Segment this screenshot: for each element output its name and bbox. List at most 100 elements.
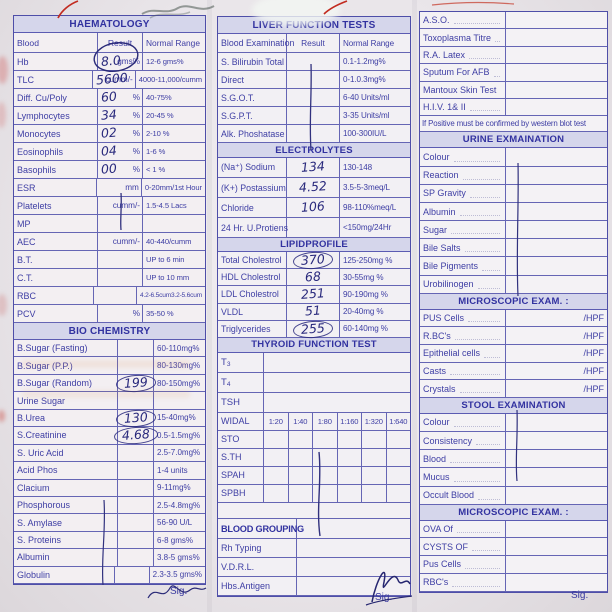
range-text: 30-55mg % bbox=[343, 272, 384, 282]
result-cell bbox=[289, 466, 313, 484]
column-header: Blood Examination bbox=[218, 34, 294, 52]
range-text-2: 3.2-5.6cum bbox=[171, 291, 202, 299]
normal-range-cell: 2.3-3.5 gms% bbox=[150, 567, 205, 583]
test-label: Albumin bbox=[14, 549, 118, 566]
test-label: Bile Pigments bbox=[420, 257, 506, 275]
test-label: Rh Typing bbox=[218, 539, 297, 558]
test-label: Total Cholestrol bbox=[218, 252, 287, 269]
result-cell bbox=[264, 448, 289, 466]
test-label: S.G.P.T. bbox=[218, 107, 287, 124]
result-cell: 370 bbox=[287, 250, 340, 270]
result-cell bbox=[118, 357, 154, 374]
unit-label: % bbox=[132, 111, 140, 120]
table-row: Albumin bbox=[420, 202, 607, 222]
result-cell bbox=[506, 276, 607, 293]
result-cell bbox=[313, 448, 338, 466]
result-cell bbox=[506, 203, 607, 220]
test-label: Casts bbox=[420, 362, 506, 380]
result-cell: 4.68 bbox=[113, 425, 158, 446]
test-label: S. Bilirubin Total bbox=[218, 53, 287, 70]
result-cell: 04 % bbox=[98, 141, 143, 160]
table-row: ESR mm 0-20mm/1st Hour bbox=[14, 179, 205, 197]
ink-smudge bbox=[0, 410, 5, 422]
table-row: S.TH bbox=[218, 448, 411, 467]
handwritten-value: 00 bbox=[100, 159, 118, 177]
test-label: Lymphocytes bbox=[14, 107, 98, 124]
normal-range-cell bbox=[143, 215, 205, 232]
normal-range-cell: 4.2-6.5cum 3.2-5.6cum bbox=[137, 287, 205, 304]
table-row: S.G.O.T. 6-40 Units/ml bbox=[218, 89, 410, 107]
table-row: Diff. Cu/Poly 60 % 40-75% bbox=[14, 88, 205, 107]
result-cell bbox=[387, 449, 411, 466]
table-row: Phosphorous 2.5-4.8mg% bbox=[14, 496, 205, 515]
normal-range-cell: 56-90 U/L bbox=[154, 514, 205, 530]
unit-label: cumm/- bbox=[105, 75, 133, 84]
result-cell bbox=[506, 521, 607, 538]
range-text: <150mg/24Hr bbox=[343, 223, 392, 232]
range-text: 1-4 units bbox=[157, 465, 188, 475]
result-cell bbox=[506, 221, 607, 238]
table-row: S. Uric Acid 2.5-7.0mg% bbox=[14, 444, 205, 463]
signature-label: Sig. bbox=[375, 592, 393, 603]
result-cell bbox=[118, 479, 154, 496]
result-cell: 34 % bbox=[98, 106, 143, 124]
result-cell: 5600 cumm/- bbox=[93, 69, 136, 88]
table-row: CYSTS OF bbox=[420, 538, 607, 557]
normal-range-cell: 100-300IU/L bbox=[340, 125, 410, 142]
result-cell: % bbox=[98, 305, 143, 322]
test-label: Hbs.Antigen bbox=[218, 577, 297, 596]
range-text: 15-40mg% bbox=[157, 413, 196, 423]
table-row: Hb 8.0 gms% 12-6 gms% bbox=[14, 52, 205, 71]
result-cell: 134 bbox=[287, 158, 340, 177]
widal-ratio: 1:640 bbox=[389, 416, 408, 426]
confirmation-note-row: If Positive must be confirmed by western… bbox=[420, 116, 607, 133]
table-row: Platelets cumm/- 1.5-4.5 Lacs bbox=[14, 197, 205, 215]
table-row: Chloride 106 98-110%meq/L bbox=[218, 198, 410, 218]
range-text: 2-10 % bbox=[146, 129, 170, 138]
result-cell bbox=[506, 239, 607, 256]
liver-header-row: Blood Examination Result Normal Range bbox=[218, 34, 410, 53]
range-text: 2.3-3.5 gms% bbox=[152, 570, 202, 580]
test-label: HDL Cholestrol bbox=[218, 269, 287, 286]
result-cell bbox=[506, 29, 607, 45]
test-label: Basophils bbox=[14, 161, 98, 178]
section-title-lipid: LIPIDPROFILE bbox=[218, 238, 410, 252]
paper-gap bbox=[207, 0, 212, 612]
result-cell: 251 bbox=[287, 285, 340, 303]
result-cell bbox=[387, 485, 411, 502]
result-cell bbox=[98, 251, 143, 268]
normal-range-cell: 125-250mg % bbox=[340, 252, 410, 268]
handwritten-value: 04 bbox=[100, 141, 118, 159]
test-label: Consistency bbox=[420, 432, 506, 450]
table-row: B.Sugar (Fasting) 60-110mg% bbox=[14, 340, 205, 358]
result-cell bbox=[506, 468, 607, 485]
test-label: S. Amylase bbox=[14, 514, 118, 531]
handwritten-value: 251 bbox=[300, 285, 326, 303]
normal-range-cell: 2-10 % bbox=[143, 125, 205, 142]
result-cell bbox=[506, 185, 607, 202]
normal-range-cell: 80-130mg% bbox=[154, 357, 205, 373]
table-row: Alk. Phoshatase 100-300IU/L bbox=[218, 125, 410, 143]
table-row: Toxoplasma Titre bbox=[420, 29, 607, 47]
normal-range-cell: 0-1.0.3mg% bbox=[340, 71, 410, 88]
range-text: 98-110%meq/L bbox=[343, 203, 397, 212]
range-text: 9-11mg% bbox=[157, 483, 191, 493]
result-cell bbox=[506, 148, 607, 165]
normal-range-cell: 130-148 bbox=[340, 158, 410, 177]
result-cell bbox=[506, 487, 607, 504]
result-cell: /HPF bbox=[506, 345, 607, 362]
ink-smudge bbox=[0, 102, 6, 128]
result-cell bbox=[287, 107, 340, 124]
table-row: STO bbox=[218, 430, 411, 449]
unit-label: % bbox=[132, 165, 140, 174]
test-label: Globulin bbox=[14, 566, 115, 584]
test-label: Diff. Cu/Poly bbox=[14, 89, 98, 106]
table-row: Occult Blood bbox=[420, 486, 607, 505]
haematology-biochemistry-table: HAEMATOLOGY Blood Result Normal Range Hb… bbox=[13, 15, 206, 586]
normal-range-cell: <150mg/24Hr bbox=[340, 218, 410, 237]
result-cell bbox=[387, 431, 411, 448]
normal-range-cell: 40-440/cumm bbox=[143, 233, 205, 250]
signature-label: Sig. bbox=[170, 586, 188, 597]
range-text: 4.2-6.5cum bbox=[140, 291, 171, 299]
